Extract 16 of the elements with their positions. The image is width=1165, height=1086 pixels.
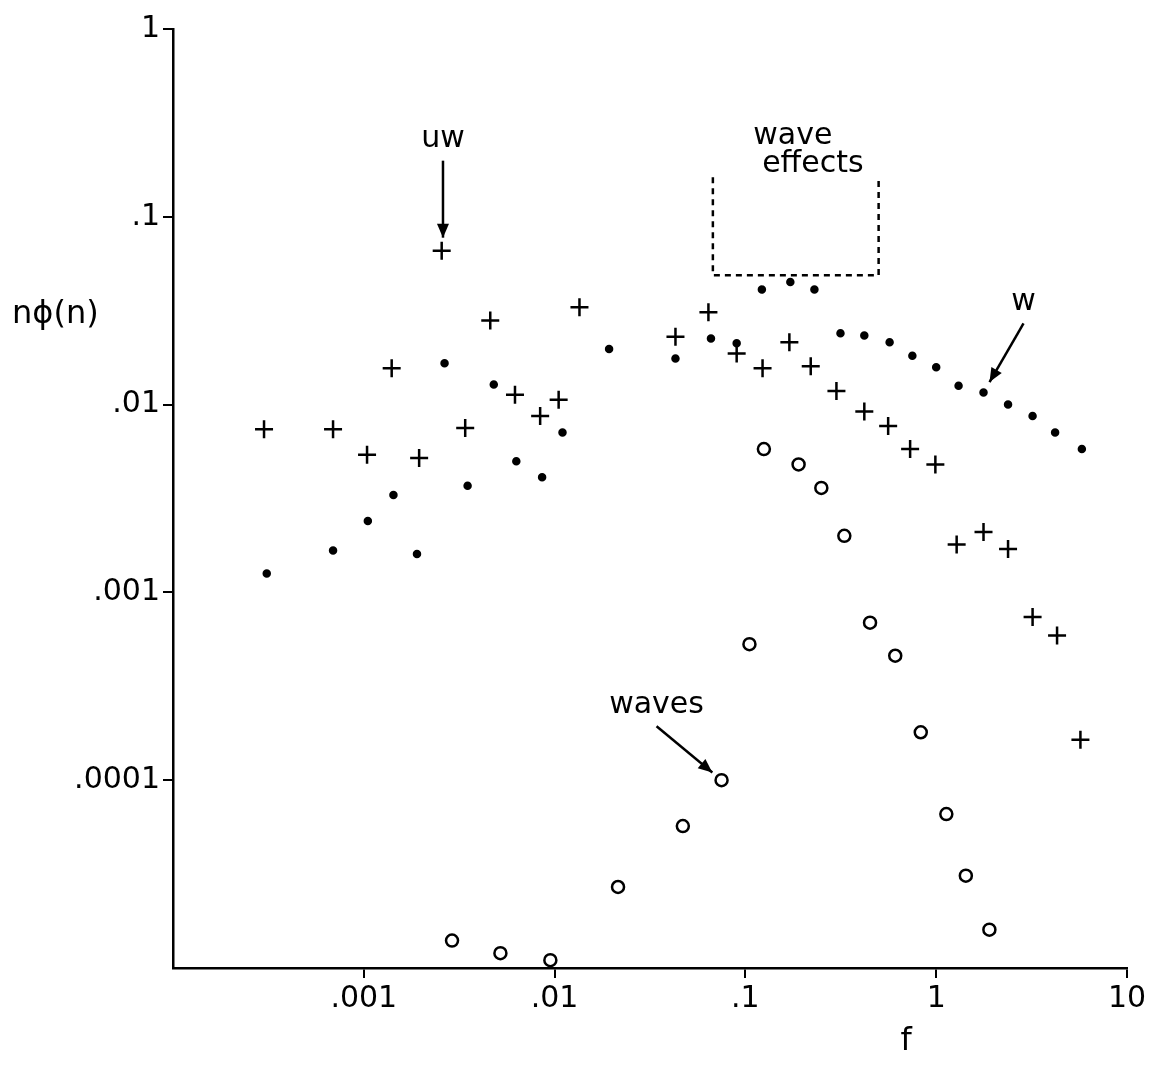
annotation: waves [609, 685, 704, 720]
y-tick-label: .1 [131, 196, 160, 232]
y-tick-label: 1 [140, 8, 160, 44]
x-tick-label: 1 [926, 978, 946, 1014]
x-tick-label: .1 [731, 978, 760, 1014]
x-tick-label: .001 [330, 978, 398, 1014]
y-tick-label: .01 [112, 384, 160, 420]
x-tick-label: .01 [530, 978, 579, 1014]
y-tick-label: .001 [93, 572, 160, 608]
x-axis-title: f [900, 1020, 913, 1059]
x-tick-label: 10 [1107, 978, 1147, 1014]
y-axis-title: nϕ(n) [12, 293, 99, 332]
annotation: wave effects [753, 116, 864, 180]
annotation: uw [421, 119, 465, 155]
annotation: w [1011, 282, 1036, 318]
y-tick-label: .0001 [74, 760, 160, 795]
